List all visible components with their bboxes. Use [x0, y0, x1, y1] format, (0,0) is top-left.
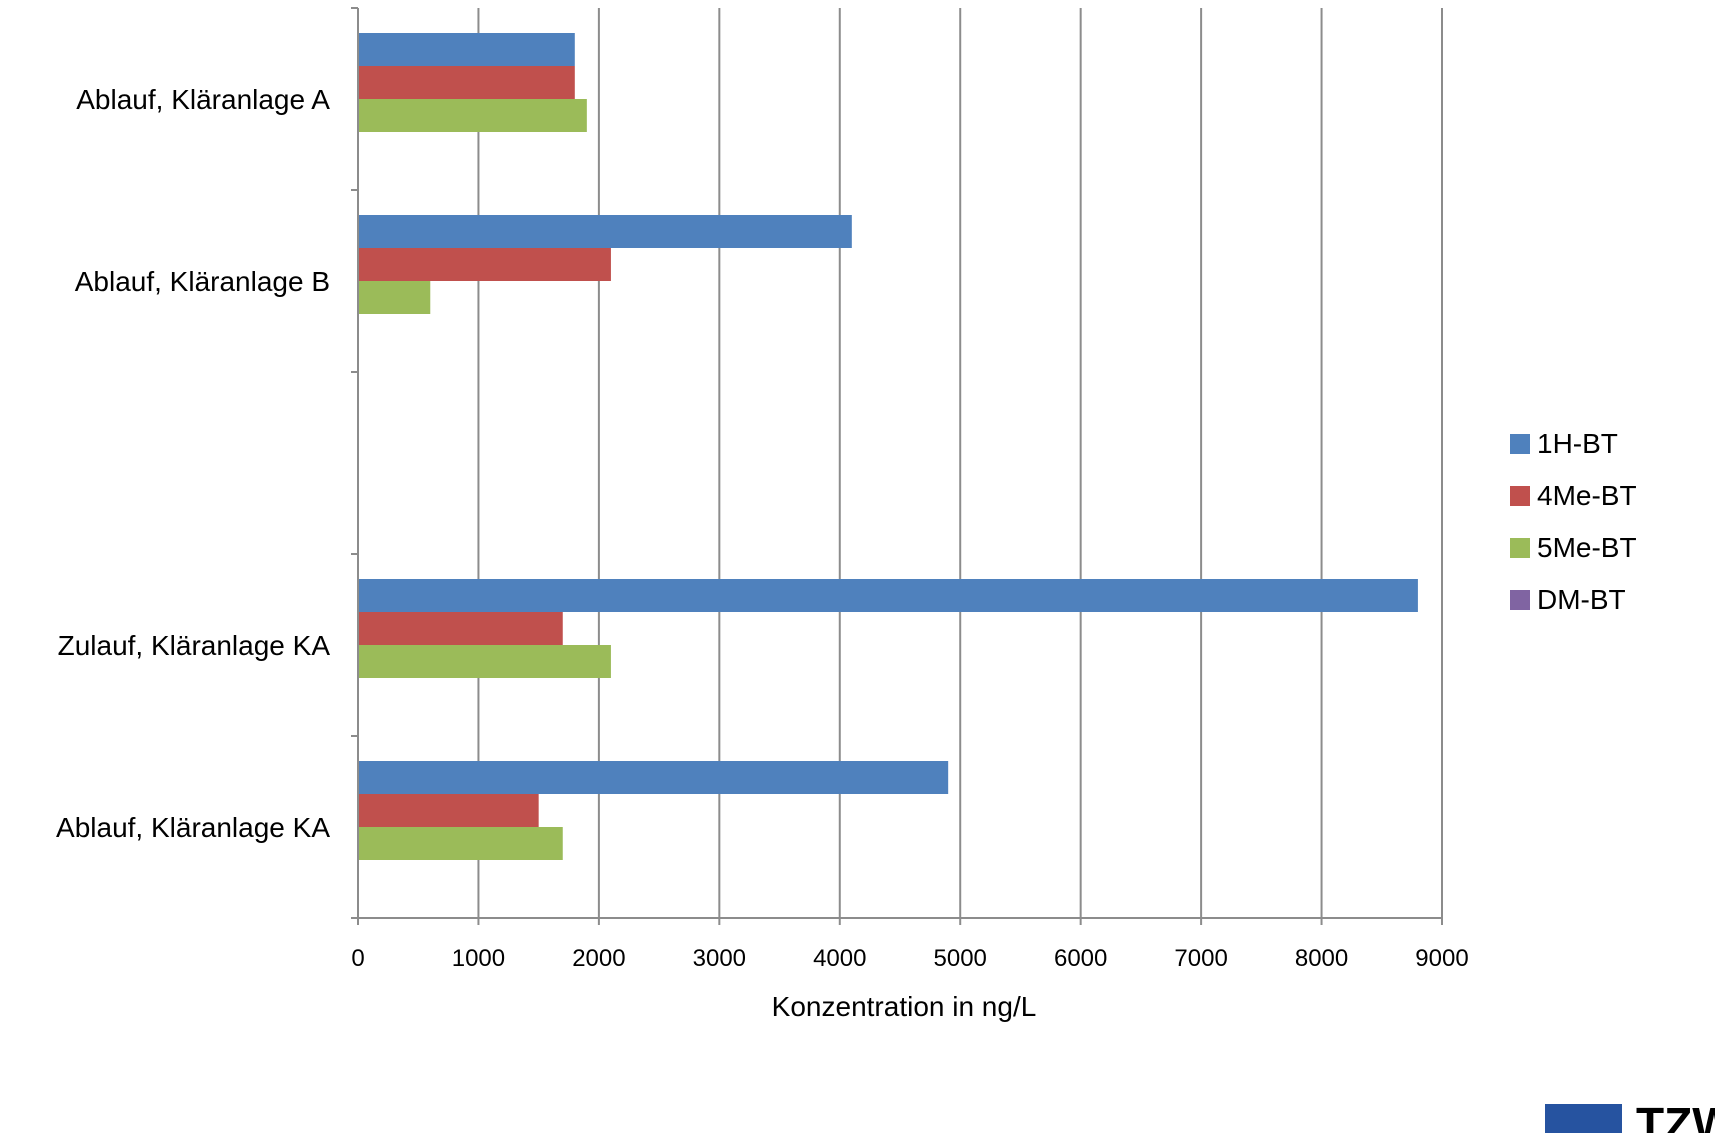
x-tick-label: 8000 — [1295, 945, 1348, 972]
x-tick-label: 5000 — [934, 945, 987, 972]
bar — [358, 612, 563, 645]
legend-label: DM-BT — [1537, 584, 1626, 615]
category-label: Ablauf, Kläranlage KA — [56, 812, 330, 843]
category-labels: Ablauf, Kläranlage A Ablauf, Kläranlage B… — [56, 84, 330, 843]
x-tick-label: 9000 — [1415, 945, 1468, 972]
legend-swatch — [1510, 486, 1530, 506]
logo-text: TZW — [1636, 1098, 1715, 1133]
x-tick-label: 7000 — [1174, 945, 1227, 972]
bar — [358, 66, 575, 99]
x-tick-labels: 0 1000 2000 3000 4000 5000 6000 7000 8000 9000 — [351, 945, 1468, 972]
legend-swatch — [1510, 434, 1530, 454]
bar — [358, 761, 949, 794]
x-tick-label: 6000 — [1054, 945, 1107, 972]
bar — [358, 827, 563, 860]
bars — [358, 33, 1418, 860]
legend: 1H-BT 4Me-BT 5Me-BT DM-BT — [1510, 428, 1637, 615]
category-label: Zulauf, Kläranlage KA — [58, 630, 331, 661]
x-tick-label: 0 — [351, 945, 364, 972]
x-axis-title: Konzentration in ng/L — [772, 991, 1037, 1022]
legend-swatch — [1510, 590, 1530, 610]
legend-swatch — [1510, 538, 1530, 558]
axes — [351, 7, 1443, 925]
x-tick-label: 3000 — [693, 945, 746, 972]
bar — [358, 215, 852, 248]
bar — [358, 579, 1418, 612]
bar — [358, 645, 611, 678]
tzw-logo: TZW — [1545, 1098, 1715, 1133]
bar — [358, 794, 539, 827]
x-tick-label: 4000 — [813, 945, 866, 972]
x-tick-label: 2000 — [572, 945, 625, 972]
x-tick-label: 1000 — [452, 945, 505, 972]
bar — [358, 248, 611, 281]
legend-label: 4Me-BT — [1537, 480, 1637, 511]
category-label: Ablauf, Kläranlage B — [75, 266, 330, 297]
logo-mark — [1545, 1104, 1622, 1133]
grid-lines — [477, 8, 1443, 918]
bar — [358, 33, 575, 66]
legend-label: 1H-BT — [1537, 428, 1618, 459]
bar — [358, 99, 587, 132]
bar — [358, 281, 431, 314]
legend-label: 5Me-BT — [1537, 532, 1637, 563]
category-label: Ablauf, Kläranlage A — [76, 84, 330, 115]
